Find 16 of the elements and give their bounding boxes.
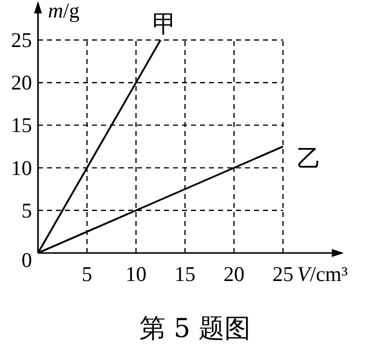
y-axis-title: m/g [48,0,80,22]
y-tick-label: 15 [11,113,32,138]
y-tick-label: 5 [22,198,32,222]
series-label: 乙 [297,144,321,172]
x-tick-label: 5 [82,262,92,286]
y-tick-label: 20 [11,70,32,95]
series-label: 甲 [152,10,176,38]
x-axis-title: V/cm³ [297,262,348,286]
y-tick-label: 0 [22,248,32,272]
x-tick-label: 20 [224,262,244,286]
x-tick-label: 25 [272,262,294,286]
y-tick-label: 10 [11,156,32,180]
x-tick-label: 10 [126,262,146,286]
x-tick-label: 15 [174,262,196,286]
text: 第 5 题图 [139,314,251,344]
y-tick-label: 25 [11,28,32,52]
